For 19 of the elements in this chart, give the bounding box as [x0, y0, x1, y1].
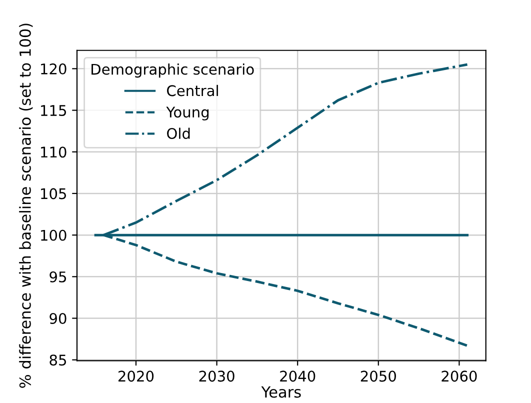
y-tick-label: 115 [41, 105, 66, 116]
x-tick-label: 2050 [360, 370, 396, 382]
x-tick-label: 2040 [280, 370, 316, 382]
x-tick-label: 2020 [118, 370, 154, 382]
y-tick-label: 110 [41, 146, 66, 158]
y-tick-label: 100 [41, 230, 66, 241]
legend-label: Central [167, 84, 218, 96]
y-tick-label: 120 [41, 63, 66, 74]
y-axis-title: % difference with baseline scenario (set to 100) [19, 24, 33, 388]
legend-title: Demographic scenario [92, 64, 254, 78]
y-tick-label: 95 [50, 271, 66, 282]
legend-label: Young [166, 106, 209, 120]
legend-label: Old [167, 128, 190, 140]
y-tick-label: 105 [41, 188, 66, 200]
y-tick-label: 90 [50, 312, 66, 324]
x-tick-label: 2030 [199, 370, 234, 382]
x-axis-title: Years [261, 386, 301, 398]
x-tick-label: 2060 [442, 370, 477, 382]
y-tick-label: 85 [50, 354, 66, 366]
